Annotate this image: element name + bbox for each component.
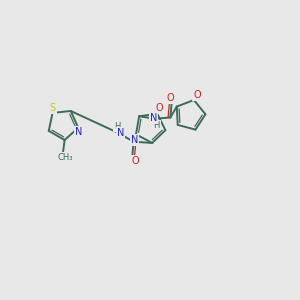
Text: O: O [166,93,174,103]
Text: O: O [193,90,201,100]
Text: N: N [131,135,138,145]
Text: N: N [150,113,157,123]
Text: S: S [50,103,56,113]
Text: O: O [132,156,139,166]
Text: N: N [117,128,124,138]
Text: CH₃: CH₃ [58,153,73,162]
Text: N: N [75,127,82,137]
Text: H: H [115,122,121,131]
Text: H: H [153,121,160,130]
Text: O: O [155,103,163,113]
